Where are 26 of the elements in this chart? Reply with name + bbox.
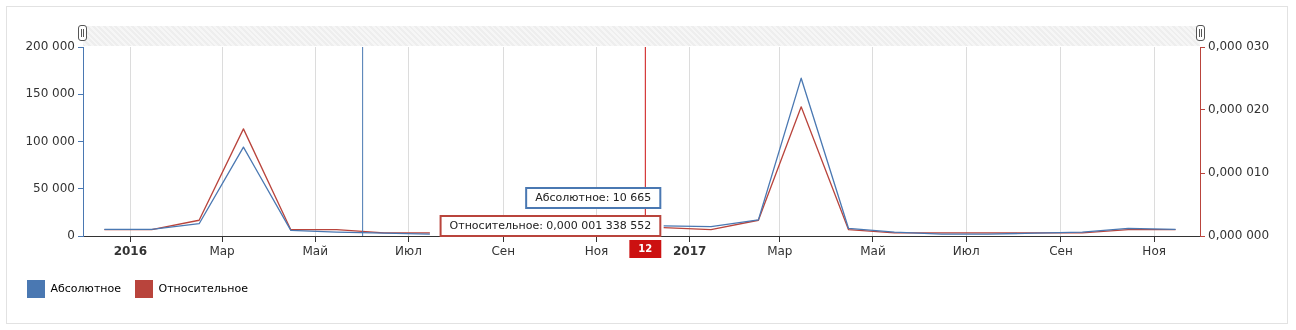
legend-label: Относительное	[158, 281, 249, 295]
x-tick-label: Июл	[952, 244, 980, 259]
y-tick-label: 100 000	[25, 133, 75, 148]
x-tick-label: Сен	[1049, 244, 1073, 259]
legend-label: Абсолютное	[50, 281, 122, 295]
x-tick-label: 2016	[113, 244, 148, 259]
y-tick-label: 200 000	[25, 39, 75, 54]
y2-tick-label: 0,000 030	[1208, 39, 1270, 54]
x-tick-label: Май	[860, 244, 886, 259]
x-tick-label: Май	[302, 244, 329, 259]
x-tick-label: Июл	[395, 244, 422, 259]
x-tick-label: 2017	[672, 244, 707, 259]
ref-line-label: 12	[638, 242, 653, 254]
x-tick-label: Сен	[491, 244, 516, 259]
y2-tick-label: 0,000 020	[1208, 102, 1270, 117]
y-tick-label: 50 000	[33, 180, 75, 195]
y-tick-label: 0	[67, 228, 75, 243]
annotation: Относительное: 0,000 001 338 552	[449, 218, 652, 232]
y-tick-label: 150 000	[25, 86, 75, 101]
y2-tick-label: 0,000 010	[1208, 165, 1270, 180]
annotation: Абсолютное: 10 665	[535, 190, 652, 204]
x-tick-label: Ноя	[1142, 244, 1166, 259]
y2-tick-label: 0,000 000	[1208, 228, 1270, 243]
x-tick-label: Ноя	[584, 244, 609, 259]
x-tick-label: Мар	[767, 244, 793, 259]
x-tick-label: Мар	[209, 244, 235, 259]
